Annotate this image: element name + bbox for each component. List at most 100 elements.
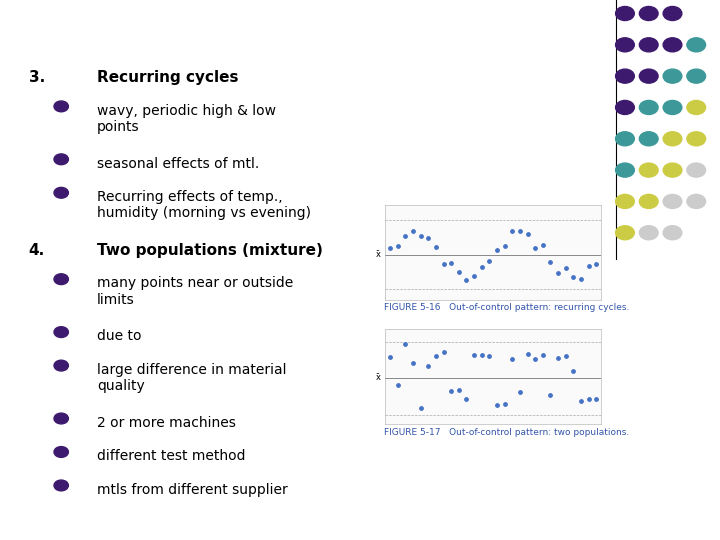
Point — [560, 351, 572, 360]
Circle shape — [54, 154, 68, 165]
Circle shape — [687, 69, 706, 83]
Point — [438, 348, 449, 356]
Point — [537, 241, 549, 249]
Circle shape — [54, 480, 68, 491]
Point — [461, 275, 472, 284]
Point — [461, 394, 472, 403]
Point — [468, 272, 480, 280]
Circle shape — [639, 163, 658, 177]
Text: wavy, periodic high & low
points: wavy, periodic high & low points — [97, 104, 276, 134]
Point — [575, 396, 587, 405]
Text: different test method: different test method — [97, 449, 246, 463]
Circle shape — [54, 447, 68, 457]
Text: FIGURE 5-16   Out-of-control pattern: recurring cycles.: FIGURE 5-16 Out-of-control pattern: recu… — [384, 303, 629, 313]
Circle shape — [663, 226, 682, 240]
Circle shape — [663, 194, 682, 208]
Circle shape — [54, 327, 68, 338]
Circle shape — [54, 187, 68, 198]
Point — [484, 352, 495, 361]
Point — [400, 232, 411, 240]
Point — [567, 273, 579, 281]
Point — [408, 226, 419, 235]
Point — [545, 257, 557, 266]
Text: 3.: 3. — [29, 70, 45, 85]
Circle shape — [616, 6, 634, 21]
Point — [423, 234, 434, 242]
Circle shape — [54, 360, 68, 371]
Point — [446, 387, 457, 395]
Text: due to: due to — [97, 329, 142, 343]
Circle shape — [663, 132, 682, 146]
Circle shape — [616, 38, 634, 52]
Circle shape — [663, 163, 682, 177]
Circle shape — [687, 132, 706, 146]
Point — [415, 232, 426, 240]
Point — [384, 353, 396, 361]
Point — [476, 262, 487, 271]
Point — [590, 260, 602, 268]
Point — [446, 259, 457, 267]
Circle shape — [616, 163, 634, 177]
Point — [453, 267, 464, 276]
Point — [499, 400, 510, 409]
Point — [499, 241, 510, 250]
Point — [560, 264, 572, 272]
Circle shape — [616, 194, 634, 208]
Point — [438, 260, 449, 269]
Point — [484, 256, 495, 265]
Text: mtls from different supplier: mtls from different supplier — [97, 483, 288, 497]
Point — [545, 390, 557, 399]
Text: 2 or more machines: 2 or more machines — [97, 416, 236, 430]
Circle shape — [663, 100, 682, 114]
Point — [507, 227, 518, 236]
Circle shape — [616, 132, 634, 146]
Text: Recurring effects of temp.,
humidity (morning vs evening): Recurring effects of temp., humidity (mo… — [97, 190, 311, 220]
Point — [529, 244, 541, 253]
Circle shape — [616, 100, 634, 114]
Point — [468, 351, 480, 360]
Circle shape — [639, 69, 658, 83]
Point — [392, 242, 403, 251]
Point — [575, 274, 587, 283]
Point — [567, 367, 579, 375]
Point — [423, 362, 434, 370]
Point — [514, 227, 526, 236]
Point — [415, 404, 426, 413]
Point — [430, 352, 441, 360]
Circle shape — [639, 194, 658, 208]
Text: x̄: x̄ — [376, 373, 381, 382]
Circle shape — [663, 38, 682, 52]
Circle shape — [663, 69, 682, 83]
Circle shape — [54, 274, 68, 285]
Circle shape — [639, 6, 658, 21]
Point — [522, 349, 534, 358]
Circle shape — [663, 6, 682, 21]
Point — [392, 381, 403, 389]
Point — [476, 350, 487, 359]
Text: 4.: 4. — [29, 243, 45, 258]
Point — [400, 340, 411, 349]
Point — [537, 351, 549, 360]
Circle shape — [687, 38, 706, 52]
Point — [408, 359, 419, 368]
Point — [507, 355, 518, 363]
Text: large difference in material
quality: large difference in material quality — [97, 363, 287, 393]
Circle shape — [687, 100, 706, 114]
Text: seasonal effects of mtl.: seasonal effects of mtl. — [97, 157, 259, 171]
Circle shape — [639, 226, 658, 240]
Point — [522, 230, 534, 238]
Circle shape — [54, 413, 68, 424]
Point — [552, 268, 564, 277]
Point — [491, 246, 503, 255]
Point — [491, 401, 503, 410]
Point — [514, 388, 526, 396]
Text: FIGURE 5-17   Out-of-control pattern: two populations.: FIGURE 5-17 Out-of-control pattern: two … — [384, 428, 629, 437]
Point — [430, 242, 441, 251]
Point — [453, 386, 464, 394]
Point — [552, 354, 564, 362]
Circle shape — [639, 38, 658, 52]
Circle shape — [616, 226, 634, 240]
Point — [529, 354, 541, 363]
Text: many points near or outside
limits: many points near or outside limits — [97, 276, 294, 307]
Text: Two populations (mixture): Two populations (mixture) — [97, 243, 323, 258]
